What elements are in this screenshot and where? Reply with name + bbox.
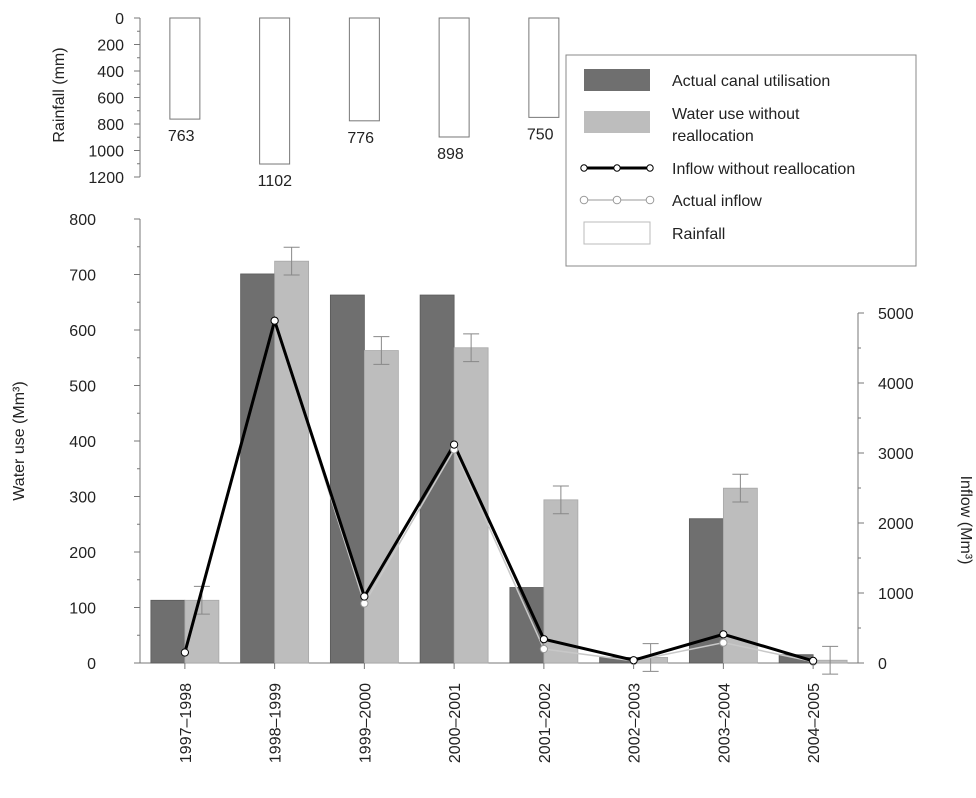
x-tick-label: 1999–2000 (357, 683, 374, 763)
inflow-without-reallocation-point (180, 648, 189, 657)
error-bar (732, 473, 749, 503)
inflow-without-reallocation-point (450, 440, 459, 449)
water-use-tick-label: 400 (69, 434, 96, 451)
inflow-axis-title: Inflow (Mm³) (957, 476, 974, 565)
rainfall-tick-label: 1200 (88, 170, 124, 187)
legend-label: Rainfall (672, 226, 725, 243)
canal-utilisation-bar (329, 294, 365, 664)
x-tick-label: 2001–2002 (537, 683, 554, 763)
error-bar (373, 336, 390, 365)
inflow-without-reallocation-point (629, 656, 638, 665)
rainfall-tick-label: 0 (115, 11, 124, 28)
x-tick-label: 2002–2003 (627, 683, 644, 763)
x-tick-label: 2004–2005 (806, 683, 823, 763)
inflow-tick-label: 2000 (878, 516, 914, 533)
legend-marker (579, 195, 589, 205)
legend-label: Water use without (672, 106, 800, 123)
rainfall-data-label: 763 (168, 128, 195, 145)
inflow-tick-label: 0 (878, 656, 887, 673)
inflow-without-reallocation-point (270, 316, 279, 325)
rainfall-tick-label: 800 (97, 117, 124, 134)
inflow-tick-label: 5000 (878, 306, 914, 323)
actual-inflow-point (539, 644, 548, 654)
legend-marker (613, 164, 621, 172)
actual-inflow-point (360, 599, 369, 608)
water-use-axis-title: Water use (Mm³) (11, 381, 28, 500)
rainfall-bar (348, 17, 380, 122)
inflow-without-reallocation-point (719, 630, 728, 639)
legend-marker (612, 195, 622, 205)
error-bar (822, 645, 839, 675)
x-tick-label: 2003–2004 (716, 683, 733, 763)
legend-item: Actual canal utilisation (584, 69, 830, 91)
legend-item: Water use without reallocation (584, 106, 800, 145)
legend-label: Actual canal utilisation (672, 73, 830, 90)
canal-utilisation-bar (150, 599, 186, 664)
main-panel: 0 100 200 300 400 500 600 700 800 0 1000 2000 3000 40… (11, 212, 974, 763)
rainfall-tick-label: 400 (97, 64, 124, 81)
legend-item: Rainfall (583, 221, 725, 245)
actual-inflow-point (719, 638, 728, 647)
legend-marker (646, 164, 654, 172)
legend-swatch (583, 221, 651, 245)
water-use-tick-label: 0 (87, 656, 96, 673)
rainfall-data-label: 776 (347, 130, 374, 147)
water-use-tick-label: 200 (69, 545, 96, 562)
inflow-tick-label: 3000 (878, 446, 914, 463)
water-use-tick-label: 800 (69, 212, 96, 229)
legend-item: Inflow without reallocation (580, 161, 855, 178)
legend-label: Actual inflow (672, 193, 762, 210)
x-tick-label: 1998–1999 (268, 683, 285, 763)
rainfall-tick-label: 1000 (88, 144, 124, 161)
rainfall-data-label: 1102 (258, 173, 293, 190)
rainfall-data-label: 898 (437, 146, 464, 163)
water-use-tick-label: 700 (69, 268, 96, 285)
inflow-tick-label: 1000 (878, 586, 914, 603)
water-use-bar (363, 350, 399, 664)
inflow-without-reallocation-point (539, 635, 548, 644)
error-bar (552, 485, 569, 515)
error-bar (463, 333, 480, 363)
rainfall-axis-title: Rainfall (mm) (51, 47, 68, 142)
rainfall-bar (259, 17, 291, 165)
inflow-without-reallocation-line (183, 315, 814, 663)
rainfall-tick-label: 600 (97, 91, 124, 108)
rainfall-data-label: 750 (527, 126, 554, 143)
legend-swatch (584, 111, 650, 133)
legend-item: Actual inflow (579, 193, 762, 210)
legend: Actual canal utilisation Water use withou… (565, 54, 917, 267)
legend-marker (645, 195, 655, 205)
water-use-bar (722, 487, 758, 664)
water-use-tick-label: 600 (69, 323, 96, 340)
water-use-tick-label: 300 (69, 490, 96, 507)
x-tick-label: 1997–1998 (178, 683, 195, 763)
rainfall-bar (528, 17, 560, 118)
legend-label: reallocation (672, 128, 754, 145)
rainfall-bar (438, 17, 470, 138)
water-use-tick-label: 100 (69, 601, 96, 618)
legend-swatch (584, 69, 650, 91)
inflow-tick-label: 4000 (878, 376, 914, 393)
rainfall-panel: 0 200 400 600 800 1000 1200 763 1102 776 898 750 R… (51, 11, 560, 190)
water-use-tick-label: 500 (69, 379, 96, 396)
water-use-bar (543, 499, 579, 664)
legend-label: Inflow without reallocation (672, 161, 855, 178)
x-tick-label: 2000–2001 (447, 683, 464, 763)
rainfall-bar (169, 17, 201, 120)
canal-utilisation-bar (240, 273, 276, 664)
water-use-bar (274, 260, 310, 664)
error-bar (283, 246, 300, 276)
inflow-without-reallocation-point (360, 592, 369, 601)
legend-marker (580, 164, 588, 172)
rainfall-tick-label: 200 (97, 38, 124, 55)
